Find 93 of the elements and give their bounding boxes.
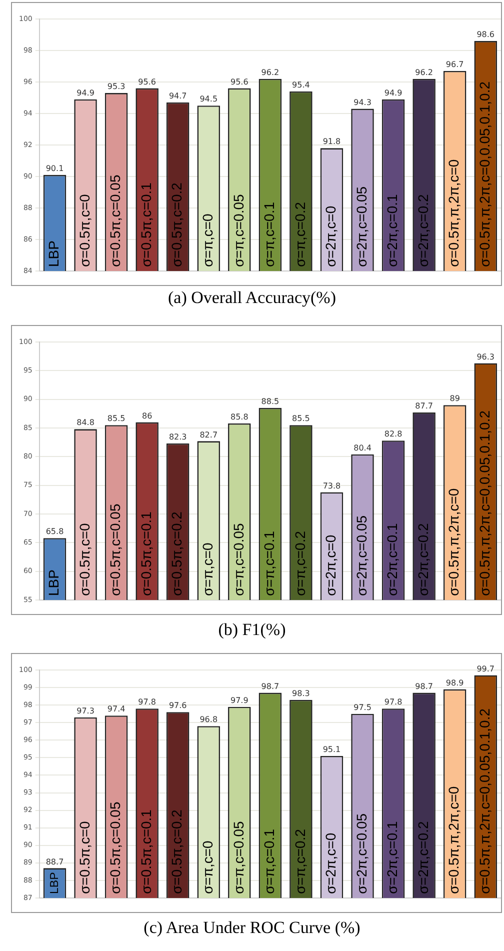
x-tick-label: σ=0.5π,c=0.1	[138, 809, 154, 894]
x-tick-label: σ=0.5π,c=0.1	[138, 511, 154, 596]
x-tick-label: σ=0.5π,c=0.05	[107, 802, 124, 894]
data-label: 95.1	[322, 745, 341, 754]
x-tick-label: σ=0.5π,c=0.1	[138, 182, 154, 267]
x-tick-label: σ=2π,c=0	[322, 534, 339, 596]
x-tick-label: σ=0.5π,π,2π,c=0,0.05,0.1,0.2	[476, 708, 492, 894]
x-tick-label: σ=0.5π,π,2π,c=0	[446, 786, 462, 894]
x-tick-label: σ=2π,c=0.1	[384, 820, 400, 894]
data-label: 94.3	[354, 98, 372, 107]
x-tick-label: σ=0.5π,π,2π,c=0,0.05,0.1,0.2	[476, 81, 492, 267]
data-label: 85.5	[107, 414, 126, 424]
x-tick-label: σ=π,c=0	[199, 213, 216, 267]
data-label: 84.8	[76, 418, 94, 428]
data-label: 87.7	[415, 402, 433, 411]
x-tick-label: σ=0.5π,c=0.05	[107, 504, 124, 596]
data-label: 82.8	[384, 430, 402, 439]
text: (c) Area Under ROC Curve (%)	[142, 918, 362, 938]
x-tick-label: σ=0.5π,c=0	[76, 194, 92, 267]
x-tick-label: σ=2π,c=0.2	[414, 820, 431, 894]
data-label: 94.9	[384, 88, 402, 98]
x-tick-label: σ=0.5π,c=0.2	[168, 511, 185, 596]
x-tick-label: σ=2π,c=0.1	[384, 522, 400, 596]
data-label: 73.8	[322, 481, 341, 490]
data-label: 98.3	[292, 688, 310, 698]
data-label: 98.7	[415, 682, 433, 691]
x-tick-label: σ=0.5π,π,2π,c=0	[446, 159, 462, 267]
x-tick-label: σ=π,c=0.2	[292, 530, 308, 596]
data-label: 97.6	[168, 701, 187, 710]
text: (b) F1(%)	[217, 620, 287, 640]
x-tick-label: LBP	[48, 872, 61, 894]
data-label: 86	[142, 411, 152, 420]
data-label: 96.7	[446, 60, 464, 70]
data-label: 85.8	[230, 412, 248, 422]
data-label: 82.7	[200, 430, 218, 440]
x-tick-label: σ=2π,c=0	[322, 832, 339, 894]
data-label: 99.7	[476, 664, 495, 674]
data-label: 96.2	[261, 68, 280, 77]
data-label: 94.5	[200, 94, 218, 104]
x-tick-label: σ=2π,c=0.05	[353, 515, 370, 596]
data-label: 89	[450, 394, 460, 404]
data-label: 95.6	[138, 77, 156, 86]
data-label: 80.4	[354, 443, 372, 452]
x-tick-label: σ=2π,c=0.05	[353, 186, 370, 267]
data-label: 95.6	[230, 77, 248, 86]
x-tick-label: σ=2π,c=0.1	[384, 194, 400, 267]
data-label: 96.2	[415, 68, 433, 77]
text: (a) Overall Accuracy(%)	[166, 288, 337, 308]
data-label: 98.6	[476, 30, 495, 40]
data-label: 90.1	[46, 164, 64, 174]
data-label: 97.8	[138, 698, 156, 707]
data-label: 97.8	[384, 698, 402, 707]
x-tick-label: σ=0.5π,c=0	[76, 522, 92, 596]
data-label: 96.8	[200, 715, 218, 724]
x-tick-label: σ=π,c=0.05	[230, 522, 246, 596]
x-tick-label: σ=π,c=0.1	[261, 530, 278, 596]
x-tick-label: LBP	[46, 570, 62, 596]
x-tick-label: σ=0.5π,c=0	[76, 820, 92, 894]
data-label: 94.7	[168, 92, 187, 101]
x-tick-label: σ=0.5π,π,2π,c=0,0.05,0.1,0.2	[476, 410, 492, 596]
data-label: 82.3	[168, 432, 187, 442]
x-tick-label: σ=π,c=0	[199, 840, 216, 894]
data-label: 98.9	[446, 678, 464, 688]
x-tick-label: σ=0.5π,c=0.05	[107, 174, 124, 267]
data-label: 97.4	[107, 704, 126, 714]
x-tick-label: σ=0.5π,c=0.2	[168, 182, 185, 267]
x-tick-label: σ=π,c=0.1	[261, 828, 278, 894]
data-label: 97.3	[76, 706, 94, 716]
data-label: 98.7	[261, 682, 280, 691]
x-tick-label: σ=2π,c=0.05	[353, 813, 370, 894]
data-label: 88.5	[261, 397, 280, 406]
x-tick-label: σ=2π,c=0.2	[414, 522, 431, 596]
data-label: 97.9	[230, 696, 248, 705]
data-label: 88.7	[46, 857, 64, 866]
data-label: 91.8	[322, 137, 341, 146]
x-tick-label: σ=π,c=0.05	[230, 194, 246, 267]
x-tick-label: σ=2π,c=0.2	[414, 194, 431, 267]
x-tick-label: LBP	[46, 240, 62, 267]
x-tick-label: σ=π,c=0.05	[230, 820, 246, 894]
data-label: 85.5	[292, 414, 310, 424]
data-label: 65.8	[46, 527, 64, 536]
x-tick-label: σ=0.5π,c=0.2	[168, 809, 185, 894]
x-tick-label: σ=π,c=0	[199, 542, 216, 596]
data-label: 95.3	[107, 82, 126, 92]
x-tick-label: σ=π,c=0.2	[292, 202, 308, 267]
x-tick-label: σ=2π,c=0	[322, 206, 339, 267]
x-tick-label: σ=π,c=0.2	[292, 828, 308, 894]
data-label: 94.9	[76, 88, 94, 98]
data-label: 95.4	[292, 80, 310, 90]
x-tick-label: σ=π,c=0.1	[261, 202, 278, 267]
data-label: 96.3	[476, 352, 495, 362]
x-tick-label: σ=0.5π,π,2π,c=0	[446, 488, 462, 596]
data-label: 97.5	[354, 702, 372, 712]
